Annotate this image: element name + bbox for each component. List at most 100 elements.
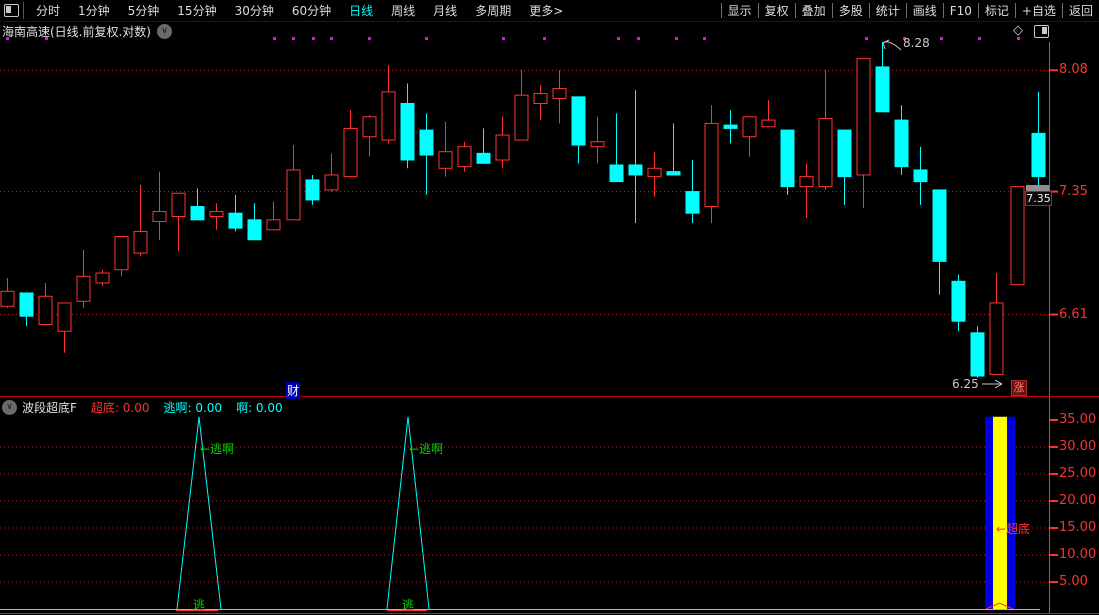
signal-dot bbox=[940, 37, 943, 40]
tao-annotation: 逃 bbox=[402, 598, 415, 612]
indicator-bar-stripe bbox=[1007, 416, 1015, 609]
menu-item-period[interactable]: 更多> bbox=[529, 4, 564, 18]
chart-title: 海南高速(日线.前复权.对数) bbox=[2, 25, 151, 39]
indicator-name[interactable]: 波段超底F bbox=[22, 401, 77, 415]
toolbar-divider bbox=[794, 3, 796, 18]
menu-item-action[interactable]: 统计 bbox=[875, 4, 900, 18]
menu-item-action[interactable]: F10 bbox=[949, 3, 972, 18]
menu-item-period[interactable]: 1分钟 bbox=[78, 4, 110, 18]
candle-body bbox=[932, 189, 947, 262]
panel-layout-icon[interactable] bbox=[1034, 25, 1049, 38]
menu-item-action[interactable]: 显示 bbox=[727, 4, 752, 18]
low-price-annotation: 6.25 bbox=[952, 377, 1008, 391]
menu-item-action[interactable]: 多股 bbox=[838, 4, 863, 18]
candle-body bbox=[0, 290, 15, 307]
signal-dot bbox=[903, 37, 906, 40]
indicator-chevron-down-icon[interactable]: ∨ bbox=[2, 400, 17, 415]
taoa-annotation: ←逃啊 bbox=[200, 442, 235, 456]
toolbar-period-menu: 分时 1分钟 5分钟 15分钟 30分钟 60分钟 日线 周线 月线 多周期 更多> bbox=[27, 2, 572, 19]
signal-dot bbox=[637, 37, 640, 40]
toolbar-divider bbox=[831, 3, 833, 18]
zhang-badge: 涨 bbox=[1011, 380, 1027, 396]
indicator-field: 超底: 0.00 bbox=[90, 401, 150, 415]
toolbar-action-menu: 显示 复权 叠加 多股 统计 画线 F10 标记 +自选 返回 bbox=[720, 2, 1099, 19]
indicator-axis-label: 15.00 bbox=[1059, 520, 1097, 535]
candle-body bbox=[400, 102, 415, 161]
toolbar-divider bbox=[942, 3, 944, 18]
title-chevron-down-icon[interactable]: ∨ bbox=[157, 24, 172, 39]
menu-item-action[interactable]: 复权 bbox=[764, 4, 789, 18]
menu-item-period[interactable]: 15分钟 bbox=[177, 4, 217, 18]
candle-body bbox=[552, 88, 567, 100]
candle-body bbox=[609, 164, 624, 183]
candle-body bbox=[57, 302, 72, 332]
tao-annotation: 逃 bbox=[193, 598, 206, 612]
candle-body bbox=[266, 219, 281, 231]
signal-dot bbox=[330, 37, 333, 40]
menu-item-period[interactable]: 日线 bbox=[349, 4, 374, 18]
candle-body bbox=[761, 119, 776, 128]
candle-body bbox=[666, 171, 681, 176]
menu-item-period[interactable]: 5分钟 bbox=[127, 4, 160, 18]
candle-body bbox=[894, 119, 909, 168]
candle-body bbox=[875, 66, 890, 113]
menu-item-period[interactable]: 分时 bbox=[36, 4, 61, 18]
candle-body bbox=[247, 219, 262, 241]
toolbar-divider bbox=[905, 3, 907, 18]
candle-body bbox=[76, 275, 91, 302]
candle-body bbox=[647, 167, 662, 178]
indicator-fields: 超底: 0.00 逃啊: 0.00 啊: 0.00 bbox=[77, 399, 283, 416]
toolbar-divider bbox=[757, 3, 759, 18]
candle-body bbox=[514, 94, 529, 141]
indicator-field: 啊: 0.00 bbox=[236, 401, 283, 415]
candle-body bbox=[1010, 186, 1025, 286]
candle-body bbox=[685, 191, 700, 214]
indicator-bar-stripe bbox=[993, 416, 1007, 609]
menu-item-action[interactable]: 标记 bbox=[984, 4, 1009, 18]
candle-body bbox=[381, 91, 396, 141]
candle-body bbox=[951, 280, 966, 322]
indicator-axis-label: 30.00 bbox=[1059, 439, 1097, 454]
candle-body bbox=[171, 192, 186, 218]
candle-body bbox=[343, 127, 358, 178]
window-icon[interactable] bbox=[4, 4, 19, 17]
candle-body bbox=[19, 292, 34, 317]
menu-item-period[interactable]: 60分钟 bbox=[291, 4, 332, 18]
menu-item-action[interactable]: 叠加 bbox=[801, 4, 826, 18]
indicator-field: 逃啊: 0.00 bbox=[163, 401, 223, 415]
menu-item-period[interactable]: 30分钟 bbox=[234, 4, 274, 18]
chart-title-row: 海南高速(日线.前复权.对数) ∨ bbox=[2, 23, 172, 40]
candle-body bbox=[38, 295, 53, 326]
signal-dot bbox=[292, 37, 295, 40]
candle-body bbox=[438, 151, 453, 169]
diamond-icon[interactable]: ◇ bbox=[1013, 23, 1023, 38]
candle-body bbox=[419, 129, 434, 156]
cai-badge: 财 bbox=[286, 382, 301, 399]
price-axis-label: 6.61 bbox=[1059, 306, 1088, 322]
taoa-annotation: ←逃啊 bbox=[409, 442, 444, 456]
candle-body bbox=[95, 272, 110, 284]
menu-item-action[interactable]: 返回 bbox=[1068, 4, 1093, 18]
candle-body bbox=[780, 129, 795, 188]
candle-body bbox=[362, 116, 377, 138]
menu-item-period[interactable]: 周线 bbox=[391, 4, 416, 18]
toolbar-divider bbox=[1061, 3, 1063, 18]
menu-item-action[interactable]: 画线 bbox=[912, 4, 937, 18]
signal-dot bbox=[368, 37, 371, 40]
menu-item-action[interactable]: +自选 bbox=[1021, 4, 1056, 18]
signal-dot bbox=[45, 37, 48, 40]
indicator-header: ∨ 波段超底F 超底: 0.00 逃啊: 0.00 啊: 0.00 bbox=[2, 399, 283, 416]
candle-body bbox=[704, 122, 719, 208]
menu-item-period[interactable]: 月线 bbox=[433, 4, 458, 18]
indicator-axis-label: 25.00 bbox=[1059, 466, 1097, 481]
toolbar-divider bbox=[23, 2, 24, 19]
candle-body bbox=[970, 332, 985, 377]
low-price-text: 6.25 bbox=[952, 377, 979, 391]
signal-dot bbox=[502, 37, 505, 40]
low-arrow-icon bbox=[981, 379, 1002, 389]
candle-body bbox=[723, 124, 738, 129]
menu-item-period[interactable]: 多周期 bbox=[475, 4, 512, 18]
candle-body bbox=[818, 117, 833, 188]
